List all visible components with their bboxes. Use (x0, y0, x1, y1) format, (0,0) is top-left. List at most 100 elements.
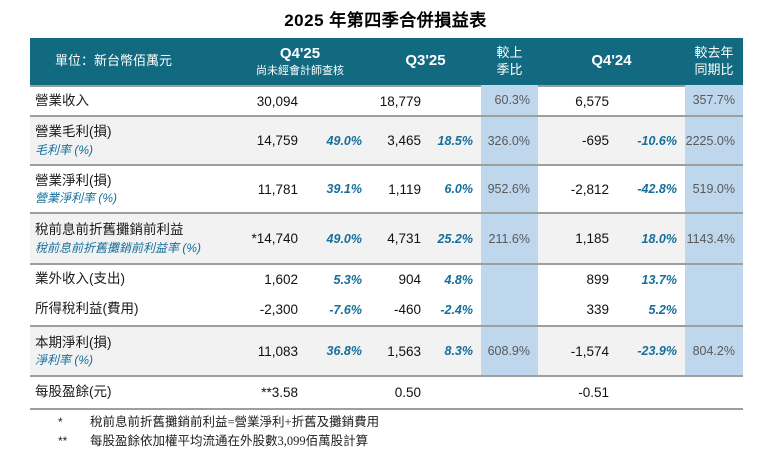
cell-q424_pct: 13.7% (641, 272, 677, 287)
footnotes: * 稅前息前折舊攤銷前利益=營業淨利+折舊及攤銷費用 ** 每股盈餘依加權平均流… (58, 413, 379, 451)
cell-q424: 339 (586, 302, 609, 317)
q424-label: Q4'24 (591, 52, 632, 70)
cell-q424: 1,185 (575, 231, 609, 246)
header-qoq-cell: 較上 季比 (481, 38, 538, 85)
cell-q424: 899 (586, 272, 609, 287)
row-label-cell: 每股盈餘(元) (30, 377, 230, 408)
cell-qoq (481, 294, 538, 325)
cell-q425_pct: 49.0% (326, 231, 362, 246)
row-label-cell: 本期淨利(損) 淨利率 (%) (30, 327, 230, 375)
header-q425-cell: Q4'25 尚未經會計師查核 (230, 38, 370, 85)
income-statement-table: 單位：新台幣佰萬元 Q4'25 尚未經會計師查核 Q3'25 較上 季比 Q4'… (30, 38, 743, 410)
cell-qoq: 608.9% (481, 327, 538, 375)
cell-q425: 11,083 (257, 343, 298, 359)
cell-q425_pct: 5.3% (333, 272, 363, 287)
footnote-2-text: 每股盈餘依加權平均流通在外股數3,099佰萬股計算 (90, 434, 369, 448)
unit-label: 單位：新台幣佰萬元 (55, 53, 173, 69)
header-unit-cell: 單位：新台幣佰萬元 (30, 38, 230, 85)
q325-label: Q3'25 (405, 52, 446, 70)
cell-q325: 4,731 (387, 231, 421, 246)
q425-label: Q4'25 (279, 44, 321, 62)
row-sublabel: 淨利率 (%) (35, 353, 93, 368)
cell-yoy: 804.2% (685, 327, 743, 375)
table-row: 營業毛利(損) 毛利率 (%) 14,759 49.0% 3,465 18.5% 326.0… (30, 115, 743, 164)
cell-q424_pct: 5.2% (648, 302, 678, 317)
cell-q325_pct: 18.5% (437, 133, 473, 148)
cell-q424_pct: -23.9% (637, 344, 677, 358)
table-header: 單位：新台幣佰萬元 Q4'25 尚未經會計師查核 Q3'25 較上 季比 Q4'… (30, 38, 743, 85)
table-row: 營業收入 30,094 18,779 60.3% 6,575 357.7% (30, 85, 743, 115)
cell-qoq: 211.6% (481, 214, 538, 263)
row-sublabel: 毛利率 (%) (35, 142, 93, 157)
row-label: 每股盈餘(元) (35, 384, 112, 400)
cell-q424: -2,812 (570, 181, 609, 197)
table-row: 業外收入(支出) 1,602 5.3% 904 4.8% 899 13.7% (30, 263, 743, 294)
row-label: 所得稅利益(費用) (35, 301, 139, 317)
cell-q425_pct: 36.8% (326, 344, 362, 358)
cell-q424_pct: -10.6% (637, 133, 677, 148)
cell-yoy (685, 265, 743, 294)
qoq-label-line1: 較上 (496, 45, 523, 61)
cell-q424: -0.51 (578, 385, 609, 400)
row-label: 營業毛利(損) (35, 124, 112, 140)
row-label-cell: 所得稅利益(費用) (30, 294, 230, 325)
row-label-cell: 營業毛利(損) 毛利率 (%) (30, 117, 230, 164)
cell-yoy: 519.0% (685, 166, 743, 212)
cell-yoy (685, 294, 743, 325)
cell-q325: 904 (398, 272, 421, 287)
row-label-cell: 營業淨利(損) 營業淨利率 (%) (30, 166, 230, 212)
footnote-1: * 稅前息前折舊攤銷前利益=營業淨利+折舊及攤銷費用 (58, 413, 379, 432)
cell-q424_pct (623, 377, 685, 408)
cell-q325: 1,119 (388, 181, 421, 197)
table-row: 稅前息前折舊攤銷前利益 稅前息前折舊攤銷前利益率 (%) *14,740 49.0% 4… (30, 212, 743, 263)
table-row: 營業淨利(損) 營業淨利率 (%) 11,781 39.1% 1,119 6.0% 952.… (30, 164, 743, 212)
cell-yoy: 1143.4% (685, 214, 743, 263)
page-title: 2025 年第四季合併損益表 (284, 11, 487, 30)
row-label-cell: 稅前息前折舊攤銷前利益 稅前息前折舊攤銷前利益率 (%) (30, 214, 230, 263)
cell-q425_pct: 49.0% (326, 133, 362, 148)
cell-q425: 11,781 (257, 181, 298, 197)
table-row: 本期淨利(損) 淨利率 (%) 11,083 36.8% 1,563 8.3% 608.9%… (30, 325, 743, 375)
cell-q325: 18,779 (370, 85, 435, 115)
header-q325-cell: Q3'25 (370, 38, 481, 85)
cell-q425: 1,602 (264, 272, 298, 287)
header-q424-cell: Q4'24 (538, 38, 685, 85)
cell-qoq: 952.6% (481, 166, 538, 212)
cell-q425: **3.58 (261, 385, 298, 400)
cell-qoq: 60.3% (481, 85, 538, 115)
footnote-1-marker: * (58, 415, 63, 429)
cell-q424: -695 (581, 133, 609, 148)
cell-yoy (685, 377, 743, 408)
cell-q424_pct (623, 85, 685, 115)
q425-unaudited-note: 尚未經會計師查核 (256, 64, 344, 77)
cell-q425: 30,094 (230, 85, 312, 115)
cell-q424_pct: 18.0% (641, 231, 677, 246)
cell-q425_pct: -7.6% (329, 302, 362, 317)
cell-q425: 14,759 (256, 133, 298, 148)
cell-q325_pct: 25.2% (437, 231, 473, 246)
cell-q425_pct (312, 85, 370, 115)
income-table-body: 營業收入 30,094 18,779 60.3% 6,575 357.7% 營業毛利(損) 毛… (30, 85, 743, 410)
cell-q325: 1,563 (387, 343, 421, 359)
cell-q325_pct: 6.0% (444, 182, 474, 196)
cell-qoq (481, 265, 538, 294)
cell-q424_pct: -42.8% (637, 182, 677, 196)
yoy-label-line2: 同期比 (694, 61, 734, 77)
cell-q325: 3,465 (387, 133, 421, 148)
row-sublabel: 稅前息前折舊攤銷前利益率 (%) (35, 240, 201, 255)
cell-q325_pct: 8.3% (444, 344, 474, 358)
row-label: 營業收入 (35, 92, 89, 108)
yoy-label-line1: 較去年 (694, 45, 734, 61)
footnote-2-marker: ** (58, 434, 68, 448)
cell-q325: 0.50 (394, 385, 421, 400)
cell-q325_pct: -2.4% (440, 302, 473, 317)
table-row: 所得稅利益(費用) -2,300 -7.6% -460 -2.4% 339 5.2% (30, 294, 743, 325)
row-label: 本期淨利(損) (35, 334, 112, 350)
cell-qoq (481, 377, 538, 408)
qoq-label-line2: 季比 (496, 61, 523, 77)
footnote-1-text: 稅前息前折舊攤銷前利益=營業淨利+折舊及攤銷費用 (90, 415, 380, 429)
row-label: 營業淨利(損) (35, 172, 112, 188)
cell-q325: -460 (393, 302, 421, 317)
cell-yoy: 2225.0% (685, 117, 743, 164)
